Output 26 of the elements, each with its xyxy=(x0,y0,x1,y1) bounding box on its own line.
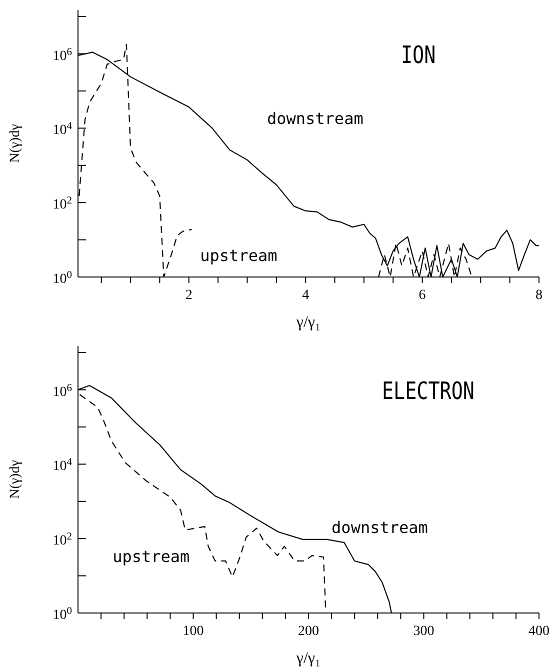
x-tick-label: 4 xyxy=(302,288,310,303)
x-tick-label: 100 xyxy=(182,624,204,639)
text: ION xyxy=(400,41,436,70)
x-tick-label: 2 xyxy=(185,288,192,303)
y-tick-label: 10$^{0}$ xyxy=(52,606,72,623)
y-tick-label: 10$^{6}$ xyxy=(52,46,72,64)
y-tick-label: 10$^{2}$ xyxy=(52,531,72,549)
y-axis-title: N(γ)dγ xyxy=(8,460,23,499)
y-tick-label: 10$^{6}$ xyxy=(52,382,72,400)
x-tick-label: 200 xyxy=(298,624,319,639)
y-axis-title: N(γ)dγ xyxy=(8,124,23,163)
y-tick-label: 10$^{2}$ xyxy=(52,195,72,213)
x-tick-label: 400 xyxy=(528,624,550,639)
x-tick-label: 8 xyxy=(536,288,542,303)
x-tick-label: 6 xyxy=(418,288,426,303)
series-label: upstream xyxy=(112,546,190,566)
x-axis-title: γ/γ₁ xyxy=(295,314,321,331)
text: ELECTRON xyxy=(382,377,475,406)
series-label: upstream xyxy=(200,246,278,265)
x-tick-label: 300 xyxy=(413,624,434,639)
text: downstream xyxy=(267,109,364,128)
series-label: downstream xyxy=(332,518,428,537)
y-tick-label: 10$^{0}$ xyxy=(52,270,72,287)
x-axis-title: γ/γ₁ xyxy=(295,650,321,667)
y-tick-label: 10$^{4}$ xyxy=(52,456,73,474)
y-tick-label: 10$^{4}$ xyxy=(52,120,73,138)
